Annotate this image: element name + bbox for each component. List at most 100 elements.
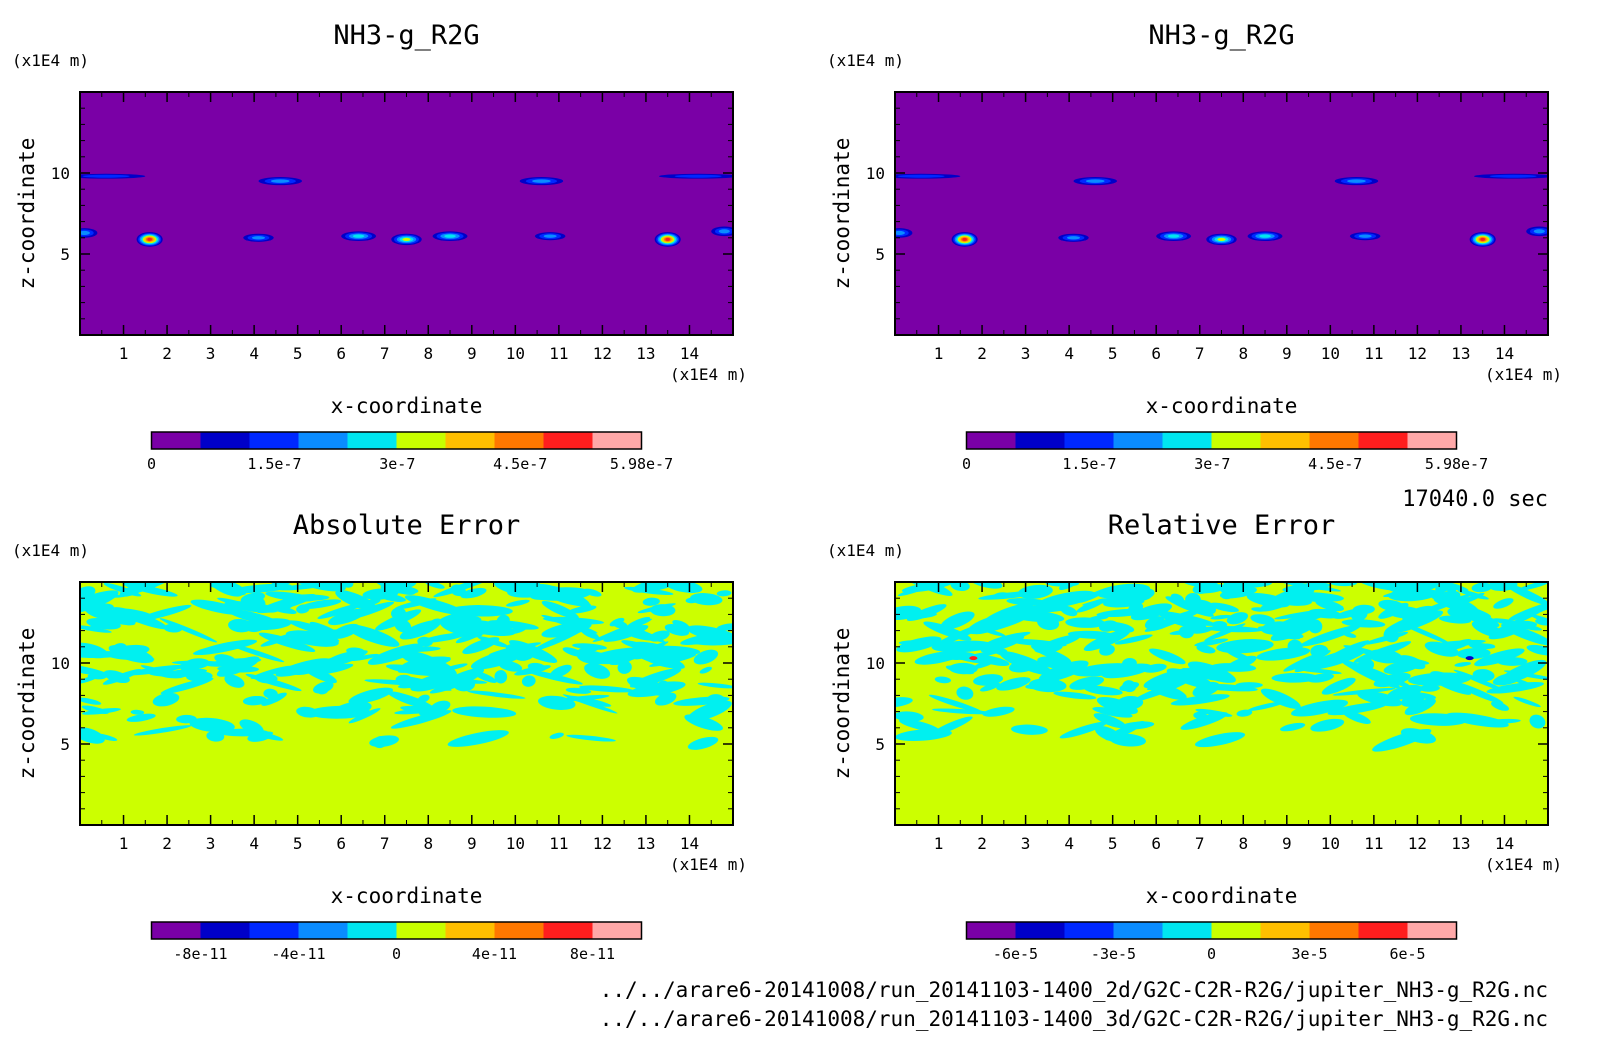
colorbar-segment bbox=[347, 432, 397, 449]
x-axis-label: x-coordinate bbox=[1146, 884, 1298, 908]
error-patch bbox=[901, 582, 953, 596]
error-patch bbox=[1159, 611, 1207, 630]
colorbar-segment bbox=[396, 922, 446, 939]
error-patch bbox=[716, 590, 732, 597]
error-patch bbox=[993, 592, 1009, 599]
error-patch bbox=[80, 697, 102, 705]
error-patch bbox=[391, 607, 406, 620]
error-patch bbox=[583, 588, 602, 597]
x-unit-label: (x1E4 m) bbox=[1485, 365, 1562, 384]
error-patch bbox=[1037, 615, 1060, 631]
x-tick-label: 13 bbox=[1451, 834, 1470, 853]
y-tick-label: 10 bbox=[51, 654, 70, 673]
error-patch bbox=[923, 621, 972, 641]
error-patch bbox=[672, 582, 698, 594]
error-patch bbox=[278, 583, 328, 591]
colorbar-segment bbox=[249, 922, 299, 939]
contour-blob bbox=[1489, 174, 1537, 178]
x-tick-label: 7 bbox=[380, 344, 390, 363]
error-patch bbox=[914, 650, 962, 665]
error-patch bbox=[166, 668, 208, 676]
error-patch bbox=[467, 690, 526, 699]
error-patch bbox=[1122, 680, 1137, 693]
error-patch bbox=[1224, 655, 1257, 672]
error-patch bbox=[189, 717, 235, 733]
x-tick-label: 9 bbox=[1282, 834, 1292, 853]
error-patch bbox=[443, 663, 468, 671]
x-tick-label: 4 bbox=[249, 834, 259, 853]
error-patch bbox=[217, 728, 269, 737]
error-patch bbox=[152, 692, 180, 707]
error-patch bbox=[1373, 582, 1415, 596]
colorbar-label: 5.98e-7 bbox=[610, 455, 673, 473]
contour-blob bbox=[444, 234, 456, 238]
contour-blob bbox=[543, 234, 557, 238]
error-patch bbox=[1419, 684, 1440, 692]
error-patch bbox=[498, 660, 523, 672]
error-patch bbox=[566, 734, 616, 742]
x-tick-label: 4 bbox=[1064, 834, 1074, 853]
error-patch bbox=[80, 674, 101, 684]
colorbar-segment bbox=[592, 922, 642, 939]
error-patch bbox=[226, 609, 281, 626]
file-path: ../../arare6-20141008/run_20141103-1400_… bbox=[600, 978, 1548, 1002]
error-patch bbox=[1187, 661, 1236, 683]
panel-title: NH3-g_R2G bbox=[1148, 20, 1294, 51]
error-patch bbox=[690, 593, 723, 606]
x-axis-label: x-coordinate bbox=[331, 884, 483, 908]
error-patch bbox=[1148, 648, 1186, 665]
error-patch bbox=[1261, 621, 1292, 635]
error-patch bbox=[325, 635, 340, 642]
contour-blob bbox=[1259, 234, 1271, 238]
error-patch bbox=[1271, 672, 1319, 683]
error-patch bbox=[1451, 681, 1504, 704]
x-tick-label: 10 bbox=[506, 834, 525, 853]
error-patch bbox=[1493, 598, 1514, 609]
error-patch bbox=[1346, 662, 1400, 689]
contour-blob bbox=[532, 179, 551, 183]
error-patch bbox=[80, 727, 105, 744]
contour-blob bbox=[897, 174, 945, 178]
error-patch bbox=[261, 692, 287, 706]
error-patch bbox=[367, 598, 381, 605]
error-patch bbox=[400, 650, 444, 670]
error-patch bbox=[541, 600, 579, 620]
panel-4: Relative Error(x1E4 m)1 2 3 4 5 6 7 8 9 10 11 12 13 1… bbox=[827, 510, 1562, 963]
error-patch bbox=[626, 616, 651, 629]
error-patch bbox=[1116, 696, 1144, 710]
error-patch bbox=[258, 632, 316, 653]
error-patch bbox=[614, 641, 669, 665]
colorbar-label: -8e-11 bbox=[173, 945, 227, 963]
x-tick-label: 1 bbox=[934, 344, 944, 363]
error-patch bbox=[515, 582, 544, 591]
x-tick-label: 13 bbox=[1451, 344, 1470, 363]
error-patch bbox=[348, 708, 381, 724]
error-patch bbox=[1204, 626, 1263, 633]
error-patch bbox=[1274, 608, 1336, 620]
x-tick-label: 7 bbox=[380, 834, 390, 853]
error-patch bbox=[612, 620, 628, 629]
error-patch bbox=[1491, 701, 1510, 711]
x-tick-label: 6 bbox=[336, 834, 346, 853]
error-patch bbox=[928, 694, 983, 713]
colorbar-label: 0 bbox=[962, 455, 971, 473]
field-background bbox=[80, 92, 733, 335]
error-patch bbox=[896, 636, 942, 653]
error-patch bbox=[895, 711, 924, 722]
error-patch bbox=[934, 676, 952, 684]
error-patch bbox=[1315, 599, 1344, 612]
error-patch bbox=[1526, 644, 1548, 656]
error-patch bbox=[523, 669, 583, 685]
contour-blob bbox=[1347, 179, 1366, 183]
error-patch bbox=[379, 593, 406, 602]
error-patch bbox=[1505, 583, 1548, 606]
error-patch bbox=[1291, 699, 1349, 717]
colorbar-segment bbox=[1358, 922, 1408, 939]
colorbar-segment bbox=[249, 432, 299, 449]
error-patch bbox=[395, 674, 412, 684]
x-tick-label: 1 bbox=[119, 834, 129, 853]
error-patch bbox=[580, 628, 600, 640]
error-patch bbox=[1445, 712, 1509, 728]
error-patch bbox=[1081, 619, 1096, 626]
